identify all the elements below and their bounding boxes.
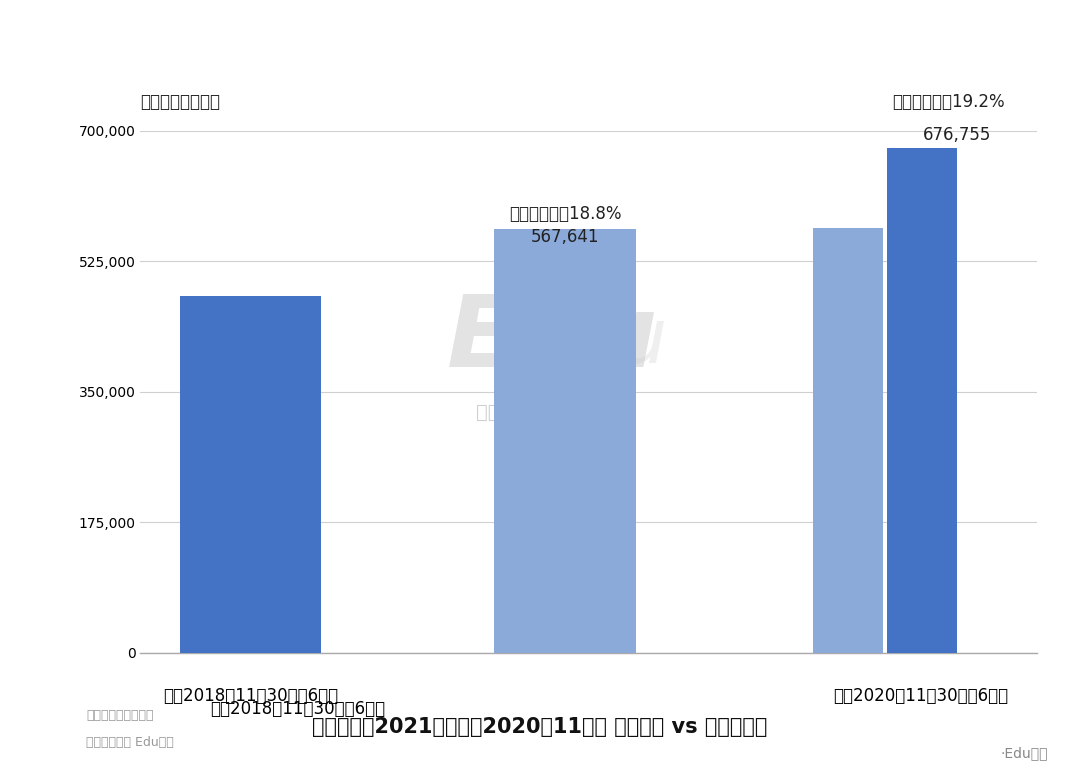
Text: 567,641: 567,641 — [530, 228, 599, 246]
Text: ·Edu指南: ·Edu指南 — [1000, 746, 1048, 760]
Bar — [887, 148, 957, 653]
Text: 截至2020年11月30日止6个月: 截至2020年11月30日止6个月 — [833, 687, 1008, 705]
Text: 单位：千元人民币: 单位：千元人民币 — [140, 94, 220, 111]
Text: 教育行业、前沿、深度、独家: 教育行业、前沿、深度、独家 — [476, 403, 630, 422]
Bar — [812, 228, 883, 653]
Text: 截至2018年11月30日止6个月: 截至2018年11月30日止6个月 — [211, 700, 386, 718]
Text: 指南: 指南 — [492, 437, 612, 535]
Bar — [179, 296, 321, 653]
Text: 同比去年增长18.8%: 同比去年增长18.8% — [509, 205, 621, 223]
Bar — [495, 230, 636, 653]
Text: 同比去年增长19.2%: 同比去年增长19.2% — [892, 94, 1004, 111]
Text: 新东方在线2021财年（至2020年11月） 中期业绩 vs 近两年数据: 新东方在线2021财年（至2020年11月） 中期业绩 vs 近两年数据 — [312, 717, 768, 737]
Text: 676,755: 676,755 — [923, 126, 991, 144]
Text: 截至2018年11月30日止6个月: 截至2018年11月30日止6个月 — [163, 687, 338, 705]
Text: 数据来源：公司财报: 数据来源：公司财报 — [86, 709, 154, 722]
Text: 制图及整理： Edu指南: 制图及整理： Edu指南 — [86, 736, 174, 749]
Text: Edu: Edu — [447, 291, 659, 388]
Text: u: u — [618, 305, 666, 379]
